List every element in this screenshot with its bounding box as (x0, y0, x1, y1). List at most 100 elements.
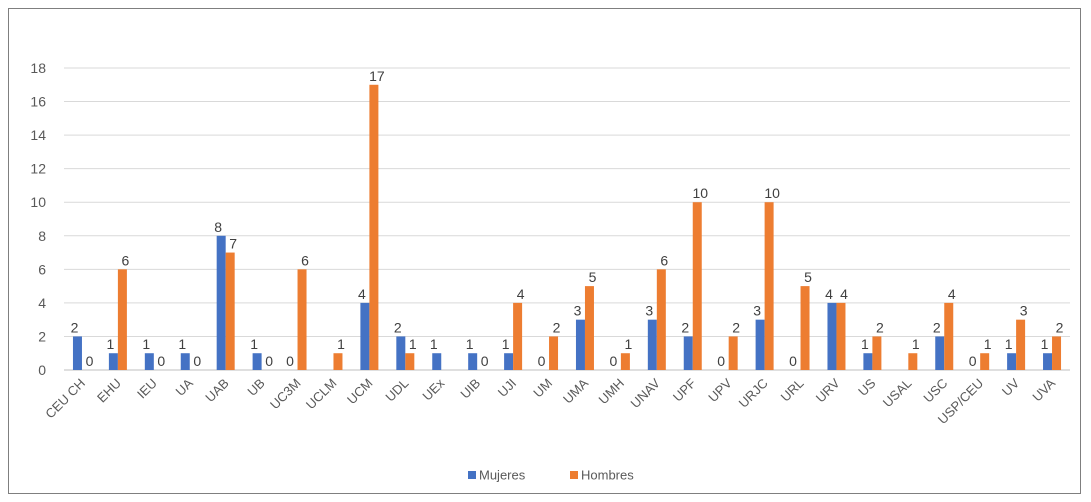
bar-mujeres (755, 319, 765, 370)
x-tick-label: UIB (457, 376, 483, 402)
bar-hombres (872, 336, 882, 370)
x-tick-label: UVA (1029, 375, 1058, 404)
data-label: 0 (717, 353, 725, 369)
legend-swatch-hombres (570, 471, 578, 479)
data-label: 3 (753, 303, 761, 319)
bar-mujeres (108, 353, 118, 370)
data-label: 1 (912, 336, 920, 352)
y-tick-label: 4 (38, 295, 46, 311)
y-tick-label: 10 (30, 194, 46, 210)
data-label: 0 (265, 353, 273, 369)
data-label: 0 (481, 353, 489, 369)
bar-hombres (117, 269, 127, 370)
bar-hombres (333, 353, 343, 370)
bar-hombres (549, 336, 559, 370)
x-tick-label: CEU CH (42, 376, 88, 422)
bar-hombres (225, 252, 235, 370)
y-tick-label: 18 (30, 60, 46, 76)
data-label: 1 (337, 336, 345, 352)
bar-mujeres (252, 353, 262, 370)
x-tick-label: EHU (94, 376, 124, 406)
bar-hombres (800, 286, 810, 370)
data-label: 4 (825, 286, 833, 302)
data-label: 1 (502, 336, 510, 352)
x-tick-label: UA (172, 375, 196, 399)
y-tick-label: 14 (30, 127, 46, 143)
data-label: 8 (214, 219, 222, 235)
data-label: 6 (121, 252, 129, 268)
data-label: 7 (229, 236, 237, 252)
bars (72, 84, 1062, 371)
chart-frame (8, 8, 1081, 494)
data-label: 6 (301, 252, 309, 268)
x-tick-label: UMH (595, 376, 627, 408)
x-tick-label: URL (778, 376, 807, 405)
bar-mujeres (1007, 353, 1017, 370)
bar-mujeres (216, 235, 226, 370)
y-tick-labels: 0 2 4 6 8 10 12 14 16 18 (30, 60, 46, 378)
data-label: 0 (969, 353, 977, 369)
data-label: 0 (157, 353, 165, 369)
data-label: 3 (574, 303, 582, 319)
bar-hombres (584, 286, 594, 370)
bar-mujeres (180, 353, 190, 370)
data-label: 2 (933, 319, 941, 335)
legend: Mujeres Hombres (468, 468, 634, 483)
bar-hombres (728, 336, 738, 370)
x-tick-label: US (855, 375, 879, 399)
bar-hombres (1016, 319, 1026, 370)
x-tick-labels: CEU CH EHU IEU UA UAB UB UC3M UCLM UCM UDL UEx UIB U… (42, 375, 1058, 427)
data-label: 3 (1020, 303, 1028, 319)
bar-mujeres (863, 353, 873, 370)
x-tick-label: UJI (495, 376, 519, 400)
legend-label-hombres: Hombres (581, 468, 634, 483)
data-label: 1 (178, 336, 186, 352)
data-label: 2 (1056, 319, 1064, 335)
data-label: 0 (538, 353, 546, 369)
data-label: 1 (106, 336, 114, 352)
bar-hombres (656, 269, 666, 370)
data-label: 10 (692, 185, 708, 201)
bar-hombres (405, 353, 415, 370)
x-tick-label: USC (920, 376, 950, 406)
bar-mujeres (935, 336, 945, 370)
x-tick-label: URJC (736, 376, 771, 411)
data-label: 1 (142, 336, 150, 352)
bar-hombres (836, 302, 846, 370)
bar-hombres (620, 353, 630, 370)
x-tick-label: UDL (382, 376, 411, 405)
data-label: 3 (645, 303, 653, 319)
bar-hombres (1052, 336, 1062, 370)
bar-hombres (764, 202, 774, 370)
data-label: 0 (193, 353, 201, 369)
data-label: 6 (660, 252, 668, 268)
bar-mujeres (396, 336, 406, 370)
data-label: 2 (876, 319, 884, 335)
y-tick-label: 16 (30, 94, 46, 110)
x-tick-label: UPF (670, 375, 699, 404)
data-label: 4 (840, 286, 848, 302)
data-label: 1 (409, 336, 417, 352)
bar-mujeres (504, 353, 514, 370)
x-tick-label: UAB (202, 376, 232, 406)
data-label: 1 (1041, 336, 1049, 352)
data-label: 1 (1005, 336, 1013, 352)
data-label: 2 (681, 319, 689, 335)
data-label: 2 (71, 319, 79, 335)
x-tick-label: UC3M (267, 376, 304, 413)
y-tick-label: 6 (38, 261, 46, 277)
bar-mujeres (144, 353, 154, 370)
bar-hombres (513, 302, 523, 370)
x-tick-label: UV (999, 375, 1023, 399)
data-label: 4 (948, 286, 956, 302)
x-tick-label: UB (244, 376, 267, 399)
data-label: 1 (984, 336, 992, 352)
x-tick-label: UM (530, 376, 555, 401)
data-label: 2 (732, 319, 740, 335)
bar-hombres (944, 302, 954, 370)
data-label: 17 (369, 68, 385, 84)
x-tick-label: IEU (134, 376, 160, 402)
data-label: 0 (789, 353, 797, 369)
y-tick-label: 12 (30, 161, 46, 177)
